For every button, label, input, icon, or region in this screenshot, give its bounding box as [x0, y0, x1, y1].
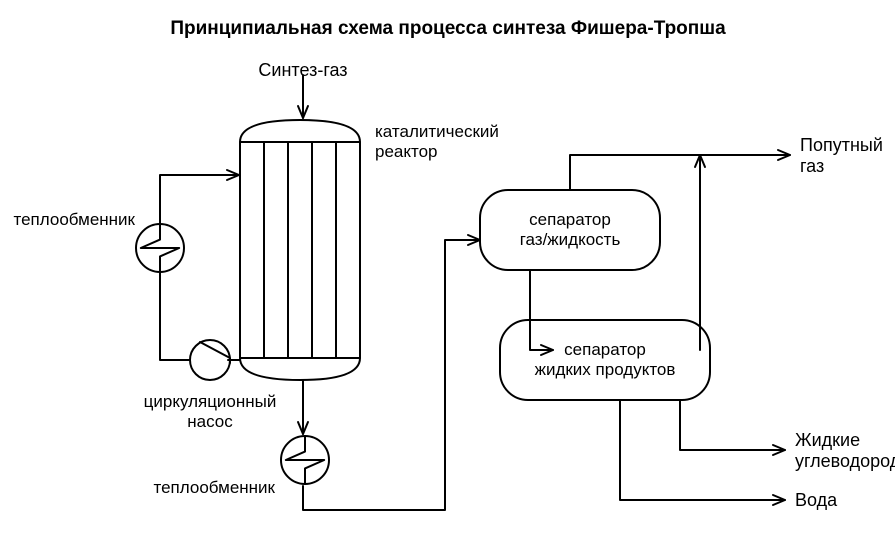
diagram-label: теплообменник	[0, 210, 135, 230]
diagram-label: Принципиальная схема процесса синтеза Фи…	[170, 18, 725, 40]
diagram-label: сепаратор жидких продуктов	[535, 340, 676, 379]
diagram-label: теплообменник	[0, 478, 275, 498]
diagram-label: Вода	[795, 490, 837, 511]
diagram-label: Попутный газ	[800, 135, 883, 176]
diagram-label: каталитический реактор	[375, 122, 499, 161]
diagram-label: сепаратор газ/жидкость	[520, 210, 621, 249]
diagram-label: Жидкие углеводороды	[795, 430, 895, 471]
diagram-label: Синтез-газ	[258, 60, 347, 81]
diagram-label: циркуляционный насос	[144, 392, 277, 431]
